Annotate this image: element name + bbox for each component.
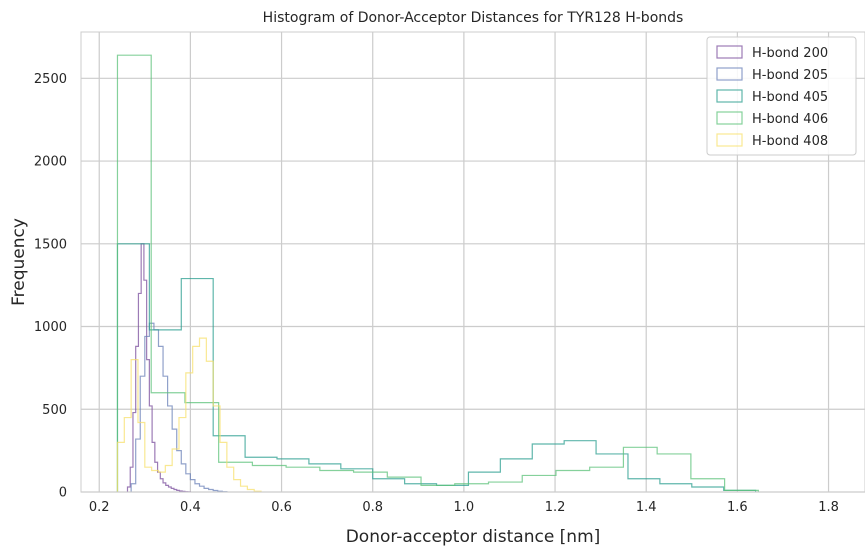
- y-tick-label: 500: [42, 403, 67, 418]
- legend-swatch: [716, 45, 743, 59]
- x-tick-label: 1.4: [636, 500, 657, 515]
- x-tick-label: 1.2: [545, 500, 566, 515]
- y-tick-label: 0: [59, 486, 67, 501]
- series-step-4: [116, 54, 759, 492]
- x-tick-label: 0.6: [271, 500, 292, 515]
- series-step-2: [130, 322, 228, 493]
- legend-label: H-bond 200: [752, 46, 828, 61]
- series-step-5: [116, 337, 262, 492]
- x-axis-label: Donor-acceptor distance [nm]: [346, 527, 601, 547]
- legend-label: H-bond 205: [752, 68, 828, 83]
- x-tick-label: 0.4: [180, 500, 201, 515]
- legend-label: H-bond 406: [752, 112, 828, 127]
- x-tick-label: 1.8: [818, 500, 839, 515]
- legend-swatch: [716, 111, 743, 125]
- plot-frame: [80, 31, 865, 493]
- legend-box: [706, 36, 857, 156]
- legend: H-bond 200 H-bond 205 H-bond 405 H-bond 406…: [706, 36, 857, 156]
- series-step-3: [116, 243, 757, 492]
- y-tick-label: 1500: [34, 237, 67, 252]
- y-tick-label: 1000: [34, 320, 67, 335]
- x-tick-label: 1.0: [454, 500, 475, 515]
- legend-label: H-bond 405: [752, 90, 828, 105]
- legend-swatch: [716, 89, 743, 103]
- legend-swatch: [716, 133, 743, 147]
- chart-title: Histogram of Donor-Acceptor Distances fo…: [263, 10, 684, 26]
- y-tick-label: 2500: [34, 72, 67, 87]
- y-axis-ticks: 0 500 1000 1500 2000 2500: [34, 72, 67, 501]
- x-tick-label: 1.6: [727, 500, 748, 515]
- x-tick-label: 0.8: [362, 500, 383, 515]
- y-axis-label: Frequency: [9, 218, 29, 306]
- x-tick-label: 0.2: [89, 500, 110, 515]
- histogram-series: [116, 54, 759, 493]
- legend-swatch: [716, 67, 743, 81]
- legend-label: H-bond 408: [752, 134, 828, 149]
- y-tick-label: 2000: [34, 155, 67, 170]
- x-axis-ticks: 0.2 0.4 0.6 0.8 1.0 1.2 1.4 1.6 1.8: [89, 500, 839, 515]
